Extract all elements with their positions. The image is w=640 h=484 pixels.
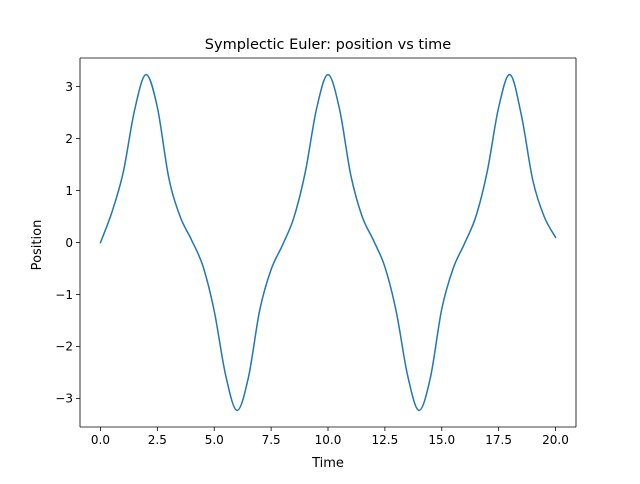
x-tick-label: 0.0 [91,433,110,447]
x-tick-label: 10.0 [315,433,342,447]
y-tick-label: −1 [55,288,73,302]
y-axis-label: Position [30,220,45,271]
y-tick-label: −2 [55,340,73,354]
y-tick-label: −3 [55,392,73,406]
plot-background [80,58,576,427]
x-tick-label: 20.0 [542,433,569,447]
x-tick-label: 17.5 [485,433,512,447]
series-line-0 [99,73,557,412]
y-tick-label: 1 [65,184,73,198]
x-tick-label: 2.5 [148,433,167,447]
x-tick-label: 5.0 [205,433,224,447]
x-tick-label: 15.0 [428,433,455,447]
plot-area [79,57,577,428]
chart-title: Symplectic Euler: position vs time [205,37,451,53]
y-tick-label: 2 [65,132,73,146]
x-tick-label: 12.5 [372,433,399,447]
x-axis-label: Time [311,456,344,471]
axis-ticks: 0.0 2.5 5.0 7.5 10.0 12.5 15.0 17.5 20.0 −3 −2 −1 0 1… [55,80,569,447]
y-tick-label: 0 [65,236,73,250]
x-tick-label: 7.5 [262,433,281,447]
y-tick-label: 3 [65,80,73,94]
